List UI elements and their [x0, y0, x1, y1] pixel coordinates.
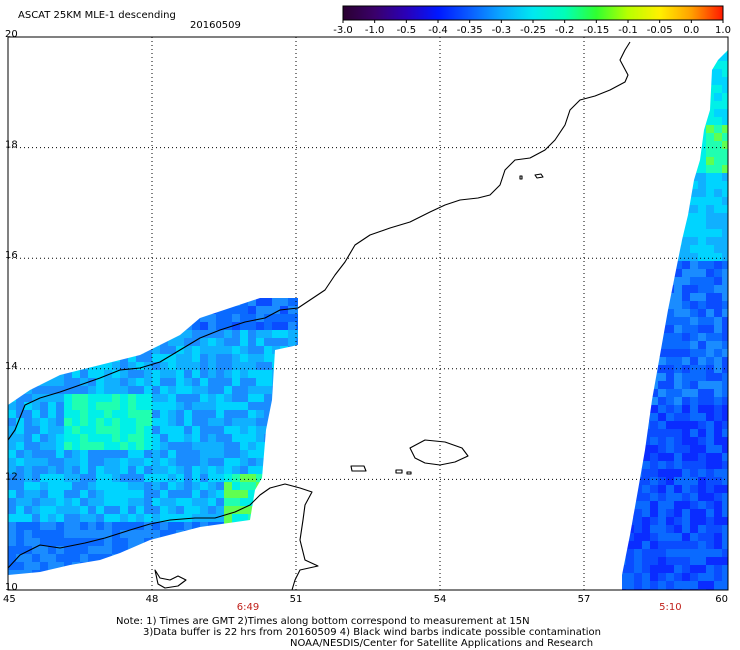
coastline-segment [406, 471, 412, 475]
colorbar-tick-label: -3.0 [333, 25, 353, 36]
colorbar-tick-label: -0.05 [647, 25, 673, 36]
latitude-label: 14 [5, 361, 18, 372]
coastline-segment [7, 483, 319, 591]
coastline-segment [154, 569, 187, 589]
longitude-label: 60 [715, 594, 728, 605]
longitude-label: 54 [434, 594, 447, 605]
coastline-segment [519, 175, 523, 180]
colorbar-tick-label: 0.0 [683, 25, 699, 36]
lat-lon-grid [8, 37, 728, 590]
colorbar-tick-label: 1.0 [715, 25, 731, 36]
colorbar-tick-label: -0.15 [583, 25, 609, 36]
colorbar-tick-label: -0.35 [457, 25, 483, 36]
coastline-segment [7, 41, 631, 441]
swath-data [8, 50, 728, 590]
colorbar-tick-label: -0.1 [618, 25, 638, 36]
time-labels: 6:49 5:10 [237, 602, 682, 613]
east-swath [622, 50, 728, 590]
colorbar-tick-label: -0.25 [520, 25, 546, 36]
footer-note-2: 3)Data buffer is 22 hrs from 20160509 4)… [143, 627, 601, 638]
longitude-label: 51 [290, 594, 303, 605]
coastline-segment [350, 465, 367, 472]
latitude-label: 18 [5, 140, 18, 151]
coastline-segment [409, 439, 469, 466]
latitude-label: 16 [5, 250, 18, 261]
longitude-labels: 45 48 51 54 57 60 [3, 594, 728, 605]
latitude-label: 10 [5, 582, 18, 593]
latitude-labels: 20 18 16 14 12 10 [5, 29, 18, 593]
map-area [7, 36, 729, 591]
coastline-segment [534, 173, 544, 179]
coastline-segment [395, 469, 403, 474]
latitude-label: 20 [5, 29, 18, 40]
colorbar-tick-label: -0.2 [555, 25, 575, 36]
colorbar-tick-label: -0.4 [428, 25, 448, 36]
product-title: ASCAT 25KM MLE-1 descending [18, 10, 176, 21]
colorbar-tick-label: -1.0 [365, 25, 385, 36]
map-border [7, 36, 729, 591]
latitude-label: 12 [5, 471, 18, 482]
coastline [7, 41, 631, 591]
colorbar-tick-label: -0.5 [397, 25, 417, 36]
longitude-label: 48 [146, 594, 159, 605]
colorbar: -3.0 -1.0 -0.5 -0.4 -0.35 -0.3 -0.25 -0.2 -0.15-… [333, 5, 731, 36]
longitude-label: 45 [3, 594, 16, 605]
colorbar-tick-label: -0.3 [492, 25, 512, 36]
longitude-label: 57 [578, 594, 591, 605]
colorbar-ramp [342, 5, 724, 21]
footer-note-3: NOAA/NESDIS/Center for Satellite Applica… [290, 638, 594, 649]
product-date: 20160509 [190, 20, 241, 31]
time-label: 5:10 [659, 602, 681, 613]
time-label: 6:49 [237, 602, 259, 613]
footer-note-1: Note: 1) Times are GMT 2)Times along bot… [116, 616, 530, 627]
